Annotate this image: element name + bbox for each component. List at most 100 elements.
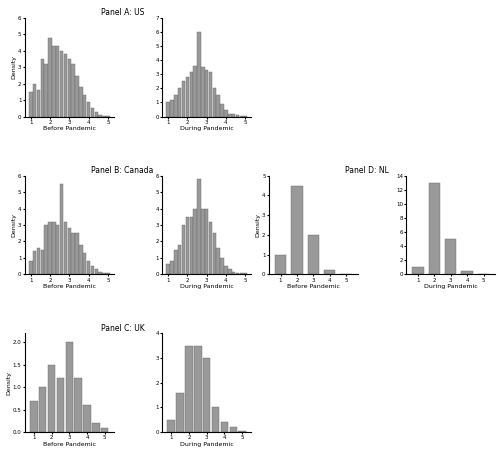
Bar — [182, 225, 186, 274]
X-axis label: Before Pandemic: Before Pandemic — [287, 284, 340, 289]
Bar — [56, 225, 59, 274]
Bar — [174, 95, 178, 117]
Bar — [228, 270, 232, 274]
Bar — [30, 400, 38, 432]
X-axis label: During Pandemic: During Pandemic — [180, 284, 234, 289]
Bar — [83, 95, 86, 117]
Bar — [230, 427, 237, 432]
X-axis label: During Pandemic: During Pandemic — [180, 126, 234, 131]
Bar — [92, 423, 100, 432]
Bar — [194, 66, 197, 117]
Bar — [168, 420, 175, 432]
Bar — [194, 208, 197, 274]
Bar — [182, 81, 186, 117]
Bar — [176, 392, 184, 432]
Bar — [98, 115, 102, 117]
Bar — [68, 228, 71, 274]
Bar — [197, 32, 200, 117]
Bar — [37, 90, 40, 117]
Bar — [220, 258, 224, 274]
Bar — [228, 114, 232, 117]
Y-axis label: Density: Density — [6, 371, 12, 395]
Bar — [37, 248, 40, 274]
Y-axis label: Density: Density — [256, 213, 260, 237]
Bar — [84, 405, 91, 432]
Bar — [106, 116, 110, 117]
Bar — [40, 250, 44, 274]
Bar — [216, 95, 220, 117]
Y-axis label: Density: Density — [12, 55, 16, 79]
Bar — [76, 76, 78, 117]
Bar — [209, 72, 212, 117]
Bar — [90, 266, 94, 274]
Bar — [52, 46, 56, 117]
Bar — [94, 112, 98, 117]
Bar — [79, 245, 82, 274]
Bar — [48, 222, 52, 274]
Bar — [232, 272, 235, 274]
Bar — [39, 387, 46, 432]
Bar — [60, 184, 64, 274]
Bar — [48, 365, 56, 432]
Bar — [66, 342, 73, 432]
Bar — [205, 70, 208, 117]
Bar — [308, 235, 319, 274]
Title: Panel C: UK: Panel C: UK — [100, 324, 144, 333]
Bar — [178, 88, 182, 117]
Bar — [236, 273, 239, 274]
Bar — [244, 116, 247, 117]
Bar — [238, 431, 246, 432]
Bar — [240, 116, 243, 117]
Bar — [48, 38, 52, 117]
Bar — [170, 99, 173, 117]
Bar — [166, 265, 170, 274]
Bar — [74, 378, 82, 432]
Bar — [194, 346, 202, 432]
Bar — [190, 217, 193, 274]
Bar — [101, 428, 108, 432]
Bar — [216, 248, 220, 274]
Bar — [224, 266, 228, 274]
Bar — [94, 270, 98, 274]
Bar — [205, 208, 208, 274]
X-axis label: Before Pandemic: Before Pandemic — [43, 442, 96, 447]
Bar — [68, 59, 71, 117]
Bar — [56, 46, 59, 117]
Bar — [90, 108, 94, 117]
Bar — [166, 103, 170, 117]
Bar — [98, 272, 102, 274]
Bar — [64, 54, 67, 117]
Y-axis label: Density: Density — [12, 213, 16, 237]
Bar — [275, 255, 286, 274]
Bar — [224, 109, 228, 117]
Bar — [29, 92, 32, 117]
Bar — [79, 87, 82, 117]
Bar — [185, 346, 192, 432]
Bar — [212, 88, 216, 117]
Bar — [212, 233, 216, 274]
Bar — [52, 222, 56, 274]
Bar — [220, 104, 224, 117]
Bar — [212, 407, 219, 432]
Title: Panel B: Canada: Panel B: Canada — [92, 166, 154, 175]
Bar — [72, 233, 75, 274]
X-axis label: Before Pandemic: Before Pandemic — [43, 126, 96, 131]
Bar — [232, 114, 235, 117]
Bar — [324, 270, 336, 274]
Title: Panel D: NL: Panel D: NL — [344, 166, 389, 175]
Bar — [64, 222, 67, 274]
Bar — [291, 185, 302, 274]
Bar — [190, 72, 193, 117]
Bar — [178, 245, 182, 274]
Bar — [56, 378, 64, 432]
Bar — [87, 102, 90, 117]
Bar — [197, 179, 200, 274]
Bar — [83, 253, 86, 274]
Title: Panel A: US: Panel A: US — [101, 8, 144, 17]
Bar — [102, 116, 106, 117]
Bar — [60, 51, 64, 117]
X-axis label: During Pandemic: During Pandemic — [424, 284, 478, 289]
Bar — [412, 267, 424, 274]
Bar — [220, 422, 228, 432]
Bar — [186, 77, 189, 117]
